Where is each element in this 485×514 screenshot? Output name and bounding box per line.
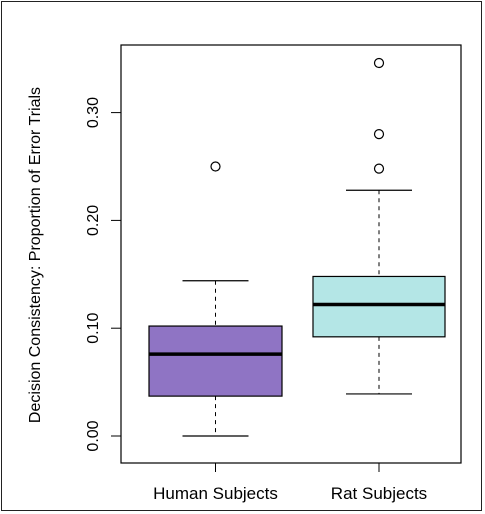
y-tick-label: 0.10: [85, 313, 102, 344]
outlier-point: [373, 129, 385, 140]
outlier-point: [373, 163, 385, 174]
y-tick-label: 0.20: [85, 205, 102, 236]
y-axis: 0.00 0.10 0.20 0.30: [85, 97, 122, 452]
interquartile-box: [312, 275, 446, 338]
boxes: [148, 57, 446, 437]
x-category-label: Rat Subjects: [331, 484, 427, 503]
y-axis-title: Decision Consistency: Proportion of Erro…: [27, 87, 44, 423]
box-rat: [312, 57, 446, 395]
y-tick-label: 0.00: [85, 420, 102, 451]
box-human: [148, 161, 283, 437]
interquartile-box: [148, 325, 283, 397]
x-axis-labels: Human Subjects Rat Subjects: [153, 463, 427, 503]
outlier-point: [210, 161, 221, 172]
y-tick-label: 0.30: [85, 97, 102, 128]
outlier-point: [373, 57, 385, 69]
plot-area-border: [120, 44, 462, 464]
x-category-label: Human Subjects: [153, 484, 278, 503]
